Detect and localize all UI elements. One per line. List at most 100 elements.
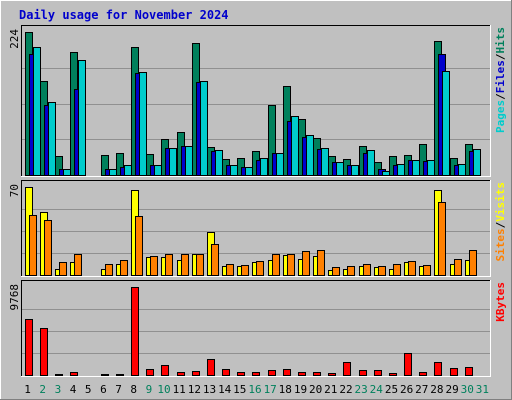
bar-pages-11 bbox=[185, 146, 193, 176]
x-tick-label: 26 bbox=[400, 383, 413, 396]
bar-sites-24 bbox=[378, 266, 386, 276]
bar-kbytes-12 bbox=[192, 371, 200, 376]
bar-sites-20 bbox=[317, 250, 325, 276]
legend-entry: / bbox=[494, 221, 507, 228]
x-tick-label: 3 bbox=[55, 383, 62, 396]
x-tick-label: 30 bbox=[461, 383, 474, 396]
legend-entry: Visits bbox=[494, 182, 507, 222]
x-tick-label: 21 bbox=[324, 383, 337, 396]
panel-visits-legend: Sites/Visits bbox=[494, 182, 507, 262]
bar-sites-6 bbox=[105, 264, 113, 276]
legend-entry: Files bbox=[494, 60, 507, 93]
bar-pages-19 bbox=[306, 135, 314, 176]
bar-sites-15 bbox=[241, 265, 249, 276]
x-tick-label: 2 bbox=[39, 383, 46, 396]
panel-kbytes-ymax-label: 9768 bbox=[8, 284, 21, 311]
x-tick-label: 1 bbox=[24, 383, 31, 396]
bar-sites-21 bbox=[332, 267, 340, 276]
bar-kbytes-23 bbox=[359, 370, 367, 376]
bar-pages-20 bbox=[321, 148, 329, 176]
bar-pages-13 bbox=[215, 150, 223, 176]
panel-hits-legend: Pages/Files/Hits bbox=[494, 27, 507, 133]
bar-kbytes-25 bbox=[389, 373, 397, 376]
x-tick-label: 27 bbox=[415, 383, 428, 396]
bar-pages-23 bbox=[367, 150, 375, 176]
bar-kbytes-3 bbox=[55, 374, 63, 376]
bar-pages-9 bbox=[154, 165, 162, 176]
bar-sites-1 bbox=[29, 215, 37, 276]
bar-kbytes-16 bbox=[252, 372, 260, 376]
bar-kbytes-14 bbox=[222, 369, 230, 376]
bar-sites-22 bbox=[347, 266, 355, 276]
bar-sites-19 bbox=[302, 251, 310, 276]
bar-pages-1 bbox=[33, 47, 41, 176]
bar-kbytes-21 bbox=[328, 373, 336, 376]
bar-sites-10 bbox=[165, 254, 173, 276]
bar-kbytes-11 bbox=[177, 372, 185, 376]
bar-sites-2 bbox=[44, 220, 52, 276]
bar-kbytes-30 bbox=[465, 367, 473, 376]
x-tick-label: 11 bbox=[173, 383, 186, 396]
bar-sites-13 bbox=[211, 244, 219, 276]
bar-sites-30 bbox=[469, 250, 477, 276]
x-tick-label: 16 bbox=[248, 383, 261, 396]
x-tick-label: 7 bbox=[115, 383, 122, 396]
bar-kbytes-29 bbox=[450, 368, 458, 376]
x-tick-label: 14 bbox=[218, 383, 232, 396]
panel-visits-area bbox=[21, 180, 491, 277]
bar-kbytes-8 bbox=[131, 287, 139, 376]
x-tick-label: 18 bbox=[279, 383, 292, 396]
bar-sites-28 bbox=[438, 202, 446, 276]
bar-kbytes-19 bbox=[298, 372, 306, 376]
x-tick-label: 28 bbox=[430, 383, 443, 396]
chart-title: Daily usage for November 2024 bbox=[19, 8, 229, 22]
panel-visits-ymax-label: 70 bbox=[8, 184, 21, 197]
bar-sites-12 bbox=[196, 254, 204, 276]
x-tick-label: 8 bbox=[130, 383, 137, 396]
bar-pages-29 bbox=[458, 164, 466, 176]
x-tick-label: 31 bbox=[476, 383, 489, 396]
bar-sites-14 bbox=[226, 264, 234, 276]
x-tick-label: 12 bbox=[188, 383, 201, 396]
bar-pages-26 bbox=[412, 160, 420, 176]
x-tick-label: 17 bbox=[264, 383, 277, 396]
bar-sites-16 bbox=[256, 261, 264, 276]
panel-kbytes-area bbox=[21, 280, 491, 377]
bar-sites-4 bbox=[74, 254, 82, 276]
legend-entry: / bbox=[494, 53, 507, 60]
bar-sites-26 bbox=[408, 261, 416, 276]
bar-sites-23 bbox=[363, 264, 371, 276]
bar-sites-27 bbox=[423, 265, 431, 276]
bar-kbytes-20 bbox=[313, 372, 321, 376]
bar-pages-18 bbox=[291, 116, 299, 176]
x-tick-label: 5 bbox=[85, 383, 92, 396]
bar-kbytes-22 bbox=[343, 362, 351, 376]
bar-kbytes-17 bbox=[268, 370, 276, 376]
bar-pages-4 bbox=[78, 60, 86, 176]
bar-sites-25 bbox=[393, 264, 401, 276]
bar-sites-7 bbox=[120, 260, 128, 276]
x-tick-label: 6 bbox=[100, 383, 107, 396]
bar-kbytes-1 bbox=[25, 319, 33, 376]
bar-pages-12 bbox=[200, 81, 208, 176]
bar-pages-6 bbox=[109, 169, 117, 176]
bar-sites-17 bbox=[272, 254, 280, 276]
bar-pages-2 bbox=[48, 102, 56, 176]
bar-pages-14 bbox=[230, 165, 238, 176]
bar-kbytes-13 bbox=[207, 359, 215, 376]
legend-entry: Hits bbox=[494, 27, 507, 54]
x-tick-label: 29 bbox=[445, 383, 458, 396]
bar-kbytes-24 bbox=[374, 370, 382, 376]
bar-pages-24 bbox=[382, 171, 390, 176]
bar-kbytes-6 bbox=[101, 374, 109, 376]
bar-pages-16 bbox=[260, 158, 268, 176]
x-tick-label: 4 bbox=[70, 383, 77, 396]
x-tick-label: 9 bbox=[146, 383, 153, 396]
bar-pages-30 bbox=[473, 149, 481, 176]
x-tick-label: 25 bbox=[385, 383, 398, 396]
x-tick-label: 24 bbox=[370, 383, 384, 396]
bar-pages-25 bbox=[397, 164, 405, 176]
bar-sites-29 bbox=[454, 259, 462, 276]
